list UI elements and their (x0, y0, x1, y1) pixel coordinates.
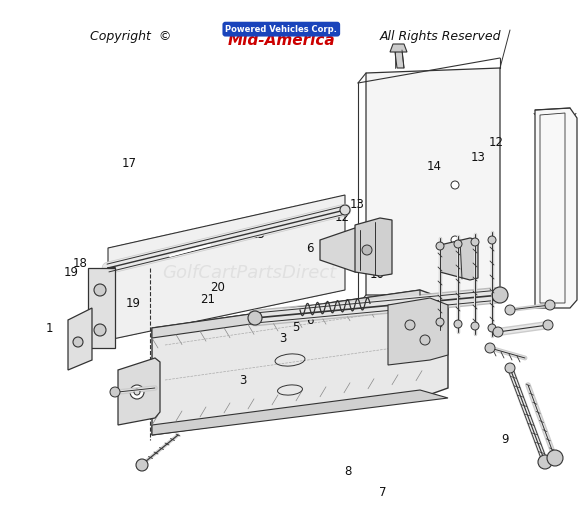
Circle shape (488, 236, 496, 244)
Text: 5: 5 (292, 321, 299, 334)
Polygon shape (440, 238, 478, 280)
Circle shape (136, 459, 148, 471)
Polygon shape (68, 308, 92, 370)
Text: 14: 14 (426, 161, 441, 173)
Text: 1: 1 (46, 322, 53, 335)
Text: 8: 8 (345, 465, 351, 478)
Polygon shape (535, 108, 577, 308)
Circle shape (505, 305, 515, 315)
Text: 15: 15 (251, 228, 266, 241)
Text: 18: 18 (72, 258, 88, 270)
Text: 19: 19 (126, 297, 141, 310)
Text: Mid-America: Mid-America (227, 33, 335, 48)
Circle shape (405, 320, 415, 330)
Circle shape (547, 450, 563, 466)
Circle shape (454, 320, 462, 328)
Polygon shape (152, 390, 448, 435)
Circle shape (545, 300, 555, 310)
Circle shape (451, 181, 459, 189)
Text: GolfCartPartsDirect: GolfCartPartsDirect (162, 264, 336, 282)
Circle shape (451, 236, 459, 244)
Text: 13: 13 (471, 152, 486, 164)
Polygon shape (355, 218, 392, 276)
Circle shape (248, 311, 262, 325)
Polygon shape (118, 358, 160, 425)
Text: 11: 11 (357, 238, 372, 251)
Circle shape (538, 455, 552, 469)
Text: 21: 21 (200, 293, 215, 306)
Circle shape (110, 387, 120, 397)
Polygon shape (152, 290, 448, 435)
Circle shape (94, 324, 106, 336)
Text: 19: 19 (63, 267, 78, 279)
Circle shape (485, 343, 495, 353)
Circle shape (471, 238, 479, 246)
Polygon shape (388, 298, 448, 365)
Circle shape (454, 240, 462, 248)
Polygon shape (88, 268, 115, 348)
Text: 20: 20 (210, 281, 225, 294)
Circle shape (134, 389, 140, 395)
Text: 12: 12 (488, 136, 503, 148)
Text: 12: 12 (335, 211, 350, 224)
Circle shape (471, 322, 479, 330)
Circle shape (436, 318, 444, 326)
Polygon shape (395, 50, 404, 68)
Circle shape (94, 284, 106, 296)
Text: All Rights Reserved: All Rights Reserved (380, 30, 502, 42)
Circle shape (130, 385, 144, 399)
Circle shape (420, 335, 430, 345)
Text: 17: 17 (121, 157, 136, 170)
Text: 6: 6 (307, 314, 314, 327)
Text: 13: 13 (349, 198, 364, 210)
Text: 4: 4 (274, 312, 281, 324)
Circle shape (493, 327, 503, 337)
Polygon shape (152, 290, 420, 338)
Circle shape (505, 363, 515, 373)
Circle shape (73, 337, 83, 347)
Text: 2: 2 (150, 396, 157, 409)
Circle shape (362, 245, 372, 255)
Circle shape (492, 287, 508, 303)
Text: 10: 10 (369, 268, 385, 281)
Text: Powered Vehicles Corp.: Powered Vehicles Corp. (226, 25, 337, 33)
Text: 9: 9 (501, 434, 508, 446)
Text: 6: 6 (307, 242, 314, 254)
Polygon shape (320, 228, 368, 272)
Circle shape (543, 320, 553, 330)
Polygon shape (108, 195, 345, 340)
Circle shape (488, 324, 496, 332)
Polygon shape (366, 68, 500, 295)
Circle shape (340, 205, 350, 215)
Polygon shape (390, 44, 407, 52)
Text: 3: 3 (239, 374, 246, 387)
Text: 7: 7 (379, 487, 386, 499)
Circle shape (436, 242, 444, 250)
Text: 3: 3 (280, 332, 287, 344)
Text: Copyright  ©: Copyright © (90, 30, 171, 42)
